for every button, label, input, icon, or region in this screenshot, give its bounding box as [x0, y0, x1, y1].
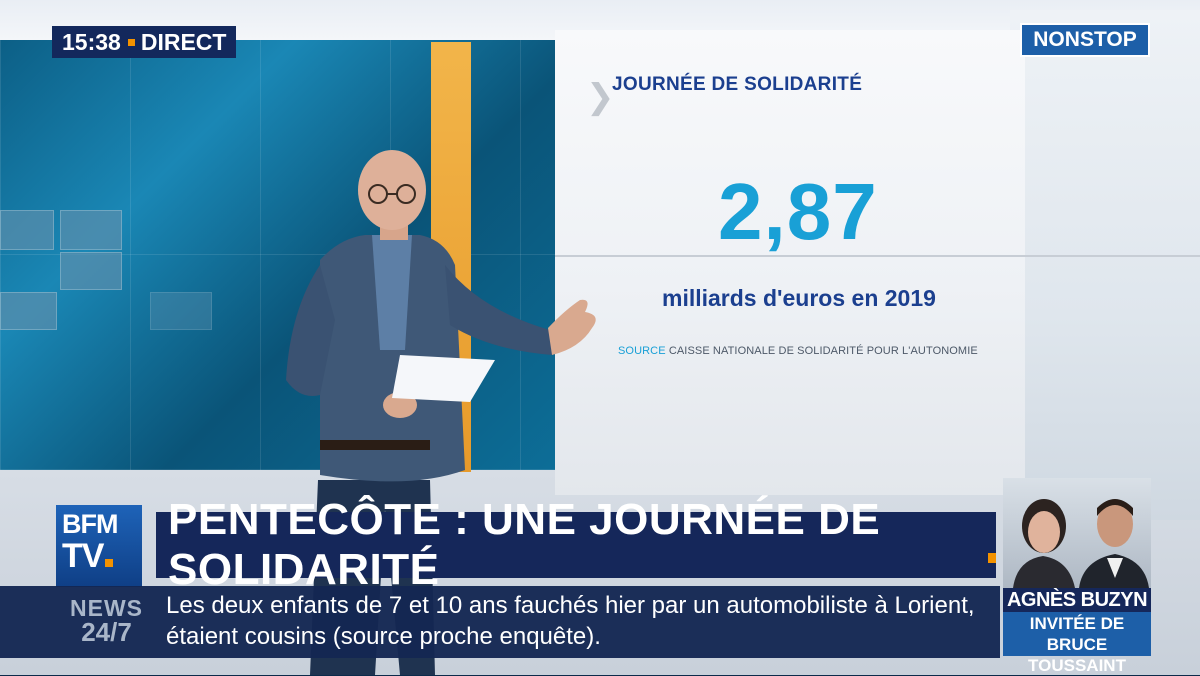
news247-label: NEWS 24/7	[70, 595, 143, 647]
news247-bottom: 24/7	[81, 617, 132, 647]
logo-line1: BFM	[62, 509, 118, 539]
graphic-unit: milliards d'euros en 2019	[662, 285, 936, 311]
nonstop-part1: NON	[1033, 28, 1080, 51]
news247-top: NEWS	[70, 595, 143, 621]
live-label: DIRECT	[140, 28, 227, 55]
logo-square-icon	[105, 559, 114, 567]
wall-thumbnail	[60, 210, 122, 250]
clock-badge: 15:38 DIRECT	[52, 26, 237, 58]
screen-divider	[555, 255, 1200, 257]
source-label: SOURCE	[618, 345, 666, 357]
logo-line2: TV	[62, 537, 104, 575]
nonstop-part2: STOP	[1079, 28, 1137, 51]
guest-line2: BRUCE TOUSSAINT	[1028, 635, 1126, 675]
wall-thumbnail	[0, 210, 54, 250]
graphic-screen	[555, 30, 1025, 495]
wall-thumbnail	[0, 292, 57, 330]
graphic-title: JOURNÉE DE SOLIDARITÉ	[612, 74, 863, 95]
studio-screen-right	[1010, 10, 1200, 520]
guest-portraits	[1013, 499, 1149, 588]
guest-line1: INVITÉE DE	[1029, 614, 1125, 633]
guest-subtitle: INVITÉE DE BRUCE TOUSSAINT	[1003, 612, 1151, 675]
headline-square-icon	[987, 553, 996, 563]
wall-thumbnail	[150, 292, 212, 330]
headline-text: PENTECÔTE : UNE JOURNÉE DE SOLIDARITÉ	[168, 495, 881, 594]
source-text: CAISSE NATIONALE DE SOLIDARITÉ POUR L'AU…	[668, 345, 978, 357]
clock-time: 15:38	[62, 28, 121, 55]
live-dot-icon	[127, 38, 135, 46]
ticker-text: Les deux enfants de 7 et 10 ans fauchés …	[166, 592, 975, 650]
graphic-source: SOURCE CAISSE NATIONALE DE SOLIDARITÉ PO…	[618, 345, 978, 357]
bfmtv-logo: BFM TV	[56, 505, 142, 587]
nonstop-badge: NON STOP	[1020, 23, 1150, 57]
headline-bar: PENTECÔTE : UNE JOURNÉE DE SOLIDARITÉ	[156, 495, 996, 594]
wall-thumbnail	[60, 252, 122, 290]
guest-photo	[1003, 478, 1151, 588]
chevron-right-icon: ❯	[586, 78, 615, 116]
graphic-value: 2,87	[718, 167, 878, 256]
guest-name: AGNÈS BUZYN	[1003, 588, 1151, 612]
news-ticker	[0, 586, 1000, 658]
